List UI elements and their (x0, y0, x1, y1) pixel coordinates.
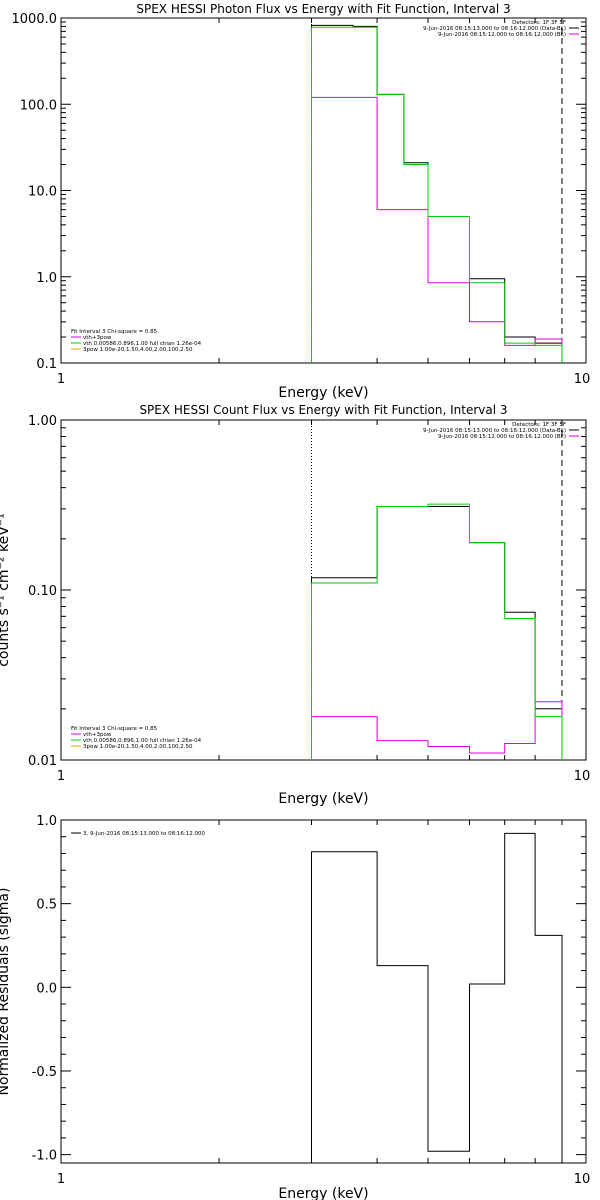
header-line: 9-Jun-2016 08:15:13.000 to 08:16:12.000 … (423, 428, 566, 434)
plot-frame (60, 419, 587, 761)
series-2-line (311, 701, 563, 760)
series-1-line (311, 24, 563, 363)
header-line: 9-Jun-2016 08:15:12.000 to 08:16:12.000 … (438, 434, 566, 440)
y-tick-label: 0.0 (36, 981, 57, 996)
legend-entry: vth 0.00586,0.896,1.00 full chian 1.26e-… (83, 738, 202, 744)
x-axis-label: Energy (keV) (278, 1186, 368, 1200)
header-line: Detectors: 1F 3F 5F (512, 422, 566, 428)
legend-entry: vth 0.00586,0.896,1.00 full chian 1.26e-… (83, 341, 202, 347)
y-tick-label: 1000.0 (12, 12, 58, 27)
plot-frame (60, 17, 587, 364)
chart-title: SPEX HESSI Photon Flux vs Energy with Fi… (136, 2, 510, 16)
x-tick-label: 10 (574, 769, 591, 784)
legend-entry: vth+3pow (83, 335, 112, 341)
series-3-line (311, 26, 563, 363)
series-3-line (311, 503, 563, 760)
legend-entry: 3pow 1.00e-20,1.50,4.00,2.00,100,2.50 (83, 744, 193, 750)
header-line: 9-Jun-2016 08:15:13.000 to 08:16:12.000 … (423, 26, 566, 32)
y-tick-label: 0.5 (36, 898, 57, 913)
legend-entry: 3pow 1.00e-20,1.50,4.00,2.00,100,2.50 (83, 347, 193, 353)
y-tick-label: 10.0 (28, 185, 57, 200)
series-1-line (311, 506, 563, 760)
chart-panel-2: SPEX HESSI Count Flux vs Energy with Fit… (0, 403, 590, 807)
chart-title: SPEX HESSI Count Flux vs Energy with Fit… (139, 403, 507, 417)
x-tick-label: 1 (57, 1172, 65, 1187)
chart-panel-3: 1 10 Energy (keV) -1.0 -0.5 0.0 0.5 1.0 Normaliz… (0, 814, 590, 1200)
x-tick-label: 10 (574, 1172, 591, 1187)
y-tick-label: 100.0 (20, 98, 57, 113)
y-tick-label: -1.0 (32, 1149, 57, 1164)
header-line: Detectors: 1F 3F 5F (512, 20, 566, 26)
chart-panel-1: SPEX HESSI Photon Flux vs Energy with Fi… (12, 2, 591, 401)
y-tick-label: 0.01 (28, 754, 57, 769)
y-tick-label: 1.0 (36, 271, 57, 286)
legend-entry: vth+3pow (83, 732, 112, 738)
y-tick-label: 1.0 (36, 814, 57, 829)
y-tick-label: 0.1 (36, 357, 57, 372)
legend-entry: Fit Interval 3 Chi-square = 0.85 (71, 726, 158, 732)
legend-entry: 3, 9-Jun-2016 08:15:13.000 to 08:16:12.0… (83, 831, 206, 837)
series-1-line (311, 832, 563, 1163)
plot-frame (60, 819, 587, 1164)
y-tick-label: 0.10 (28, 584, 57, 599)
x-axis-label: Energy (keV) (278, 385, 368, 401)
series-2-line (311, 96, 563, 363)
x-axis-label: Energy (keV) (278, 791, 368, 807)
header-line: 9-Jun-2016 08:15:12.000 to 08:16:12.000 … (438, 32, 566, 38)
x-tick-label: 1 (57, 372, 65, 387)
y-tick-label: -0.5 (32, 1065, 57, 1080)
x-tick-label: 1 (57, 769, 65, 784)
y-axis-label: Normalized Residuals (sigma) (0, 888, 12, 1096)
y-tick-label: 1.00 (28, 414, 57, 429)
legend-entry: Fit Interval 3 Chi-square = 0.85 (71, 329, 158, 335)
y-axis-label: counts s⁻¹ cm⁻² keV⁻¹ (0, 513, 12, 667)
x-tick-label: 10 (574, 372, 591, 387)
